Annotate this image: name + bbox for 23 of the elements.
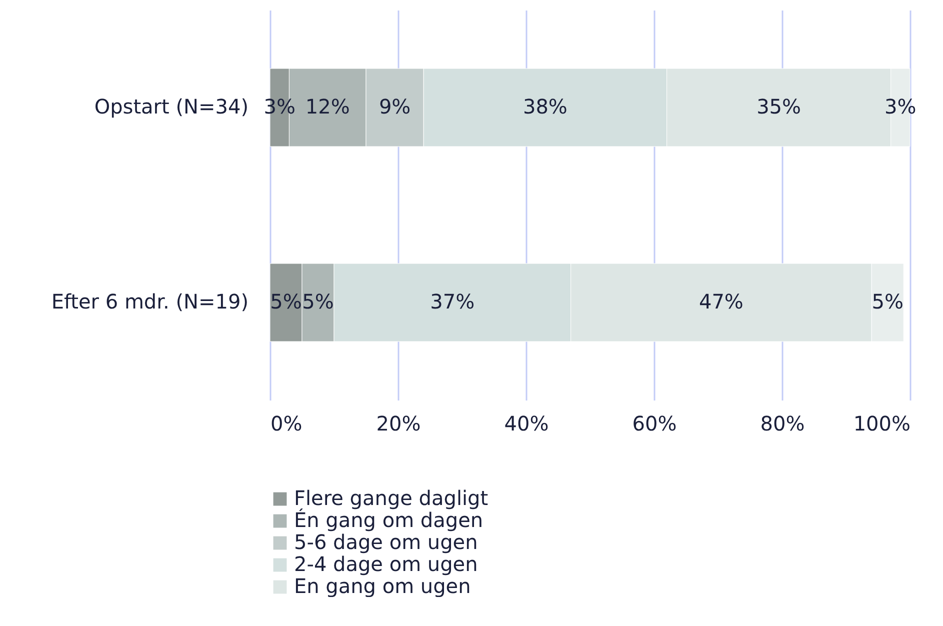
data-label: 9% bbox=[378, 94, 411, 118]
x-tick-label: 20% bbox=[376, 412, 421, 436]
data-label: 12% bbox=[305, 94, 350, 118]
x-tick-label: 60% bbox=[632, 412, 677, 436]
legend-label: 5-6 dage om ugen bbox=[294, 530, 478, 554]
legend-label: 2-4 dage om ugen bbox=[294, 552, 478, 576]
data-label: 37% bbox=[430, 290, 475, 314]
x-tick-label: 100% bbox=[853, 412, 910, 436]
data-label: 5% bbox=[302, 290, 334, 314]
data-label: 3% bbox=[884, 94, 916, 118]
x-tick-label: 80% bbox=[760, 412, 805, 436]
data-label: 5% bbox=[270, 290, 302, 314]
data-label: 35% bbox=[756, 94, 802, 118]
x-tick-label: 40% bbox=[504, 412, 549, 436]
legend-label: Én gang om dagen bbox=[294, 508, 484, 532]
data-label: 38% bbox=[522, 94, 568, 118]
legend-label: En gang om ugen bbox=[294, 574, 471, 598]
y-tick-label: Opstart (N=34) bbox=[94, 94, 248, 118]
data-label: 5% bbox=[872, 290, 904, 314]
data-label: 47% bbox=[698, 290, 744, 314]
legend-label: Flere gange dagligt bbox=[294, 486, 488, 510]
y-tick-label: Efter 6 mdr. (N=19) bbox=[51, 290, 248, 314]
x-tick-label: 0% bbox=[270, 412, 302, 436]
